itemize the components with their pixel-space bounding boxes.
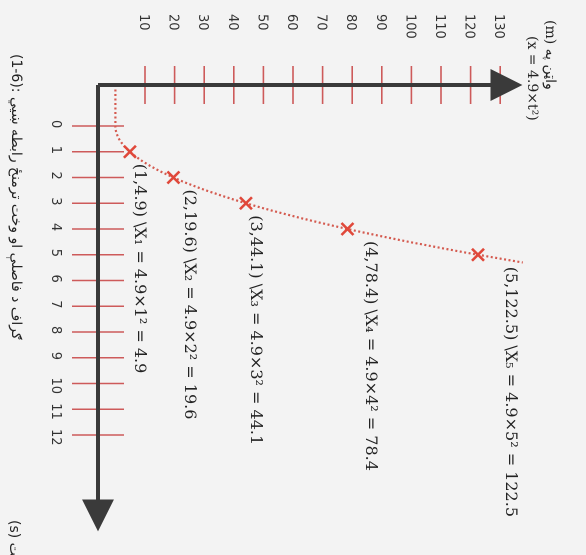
distance-axis-label: (m) واټن په bbox=[542, 20, 558, 90]
time-tick-label: 9 bbox=[48, 352, 63, 360]
distance-tick-label: 10 bbox=[136, 14, 151, 31]
point-label: (3,44.1) \X₃ = 4.9×3² = 44.1 bbox=[247, 215, 266, 445]
distance-tick-label: 60 bbox=[284, 14, 299, 31]
axis-ticks: 10 20 30 40 50 60 70 80 90 100 110 120 1300123456789… bbox=[48, 14, 506, 446]
point-label: (4,78.4) \X₄ = 4.9×4² = 78.4 bbox=[362, 241, 381, 471]
time-axis-label: (s) وخت bbox=[6, 520, 22, 555]
data-point-marker bbox=[340, 222, 355, 236]
distance-curve bbox=[114, 85, 523, 264]
distance-tick-label: 130 bbox=[491, 14, 506, 39]
time-tick-label: 12 bbox=[48, 429, 63, 446]
time-tick-label: 8 bbox=[48, 326, 63, 334]
time-tick-label: 6 bbox=[48, 275, 63, 283]
time-tick-label: 1 bbox=[48, 146, 63, 154]
distance-tick-label: 50 bbox=[254, 14, 269, 31]
labels: (1,4.9) \X₁ = 4.9×1² = 4.9 (2,19.6) \X₂ =… bbox=[6, 20, 558, 555]
point-label: (2,19.6) \X₂ = 4.9×2² = 19.6 bbox=[181, 190, 200, 420]
time-tick-label: 10 bbox=[48, 378, 63, 395]
curve-layer bbox=[114, 85, 523, 264]
distance-tick-label: 70 bbox=[314, 14, 329, 31]
data-point-marker bbox=[122, 144, 137, 159]
distance-tick-label: 110 bbox=[432, 14, 447, 39]
distance-tick-label: 80 bbox=[343, 14, 358, 31]
formula: (x = 4.9×t²) bbox=[524, 36, 540, 121]
point-label: (1,4.9) \X₁ = 4.9×1² = 4.9 bbox=[131, 164, 150, 374]
distance-tick-label: 40 bbox=[225, 14, 240, 31]
time-tick-label: 2 bbox=[48, 172, 63, 180]
axes bbox=[82, 69, 523, 532]
figure-caption: (1-6): ګراف د فاصلې او وخت ترمنځ رابطه ښ… bbox=[6, 54, 24, 340]
point-label: (5,122.5) \X₅ = 4.9×5² = 122.5 bbox=[502, 267, 521, 517]
time-tick-label: 0 bbox=[48, 120, 63, 128]
time-tick-label: 4 bbox=[48, 223, 63, 231]
distance-tick-label: 20 bbox=[166, 14, 181, 31]
distance-tick-label: 100 bbox=[402, 14, 417, 39]
distance-tick-label: 90 bbox=[373, 14, 388, 31]
time-tick-label: 3 bbox=[48, 197, 63, 205]
time-tick-label: 7 bbox=[48, 300, 63, 308]
data-points bbox=[122, 144, 485, 262]
time-tick-label: 11 bbox=[48, 403, 63, 420]
distance-tick-label: 30 bbox=[195, 14, 210, 31]
data-point-marker bbox=[166, 170, 181, 185]
time-tick-label: 5 bbox=[48, 249, 63, 257]
distance-tick-label: 120 bbox=[462, 14, 477, 39]
data-point-marker bbox=[239, 196, 253, 211]
data-point-marker bbox=[471, 247, 485, 262]
